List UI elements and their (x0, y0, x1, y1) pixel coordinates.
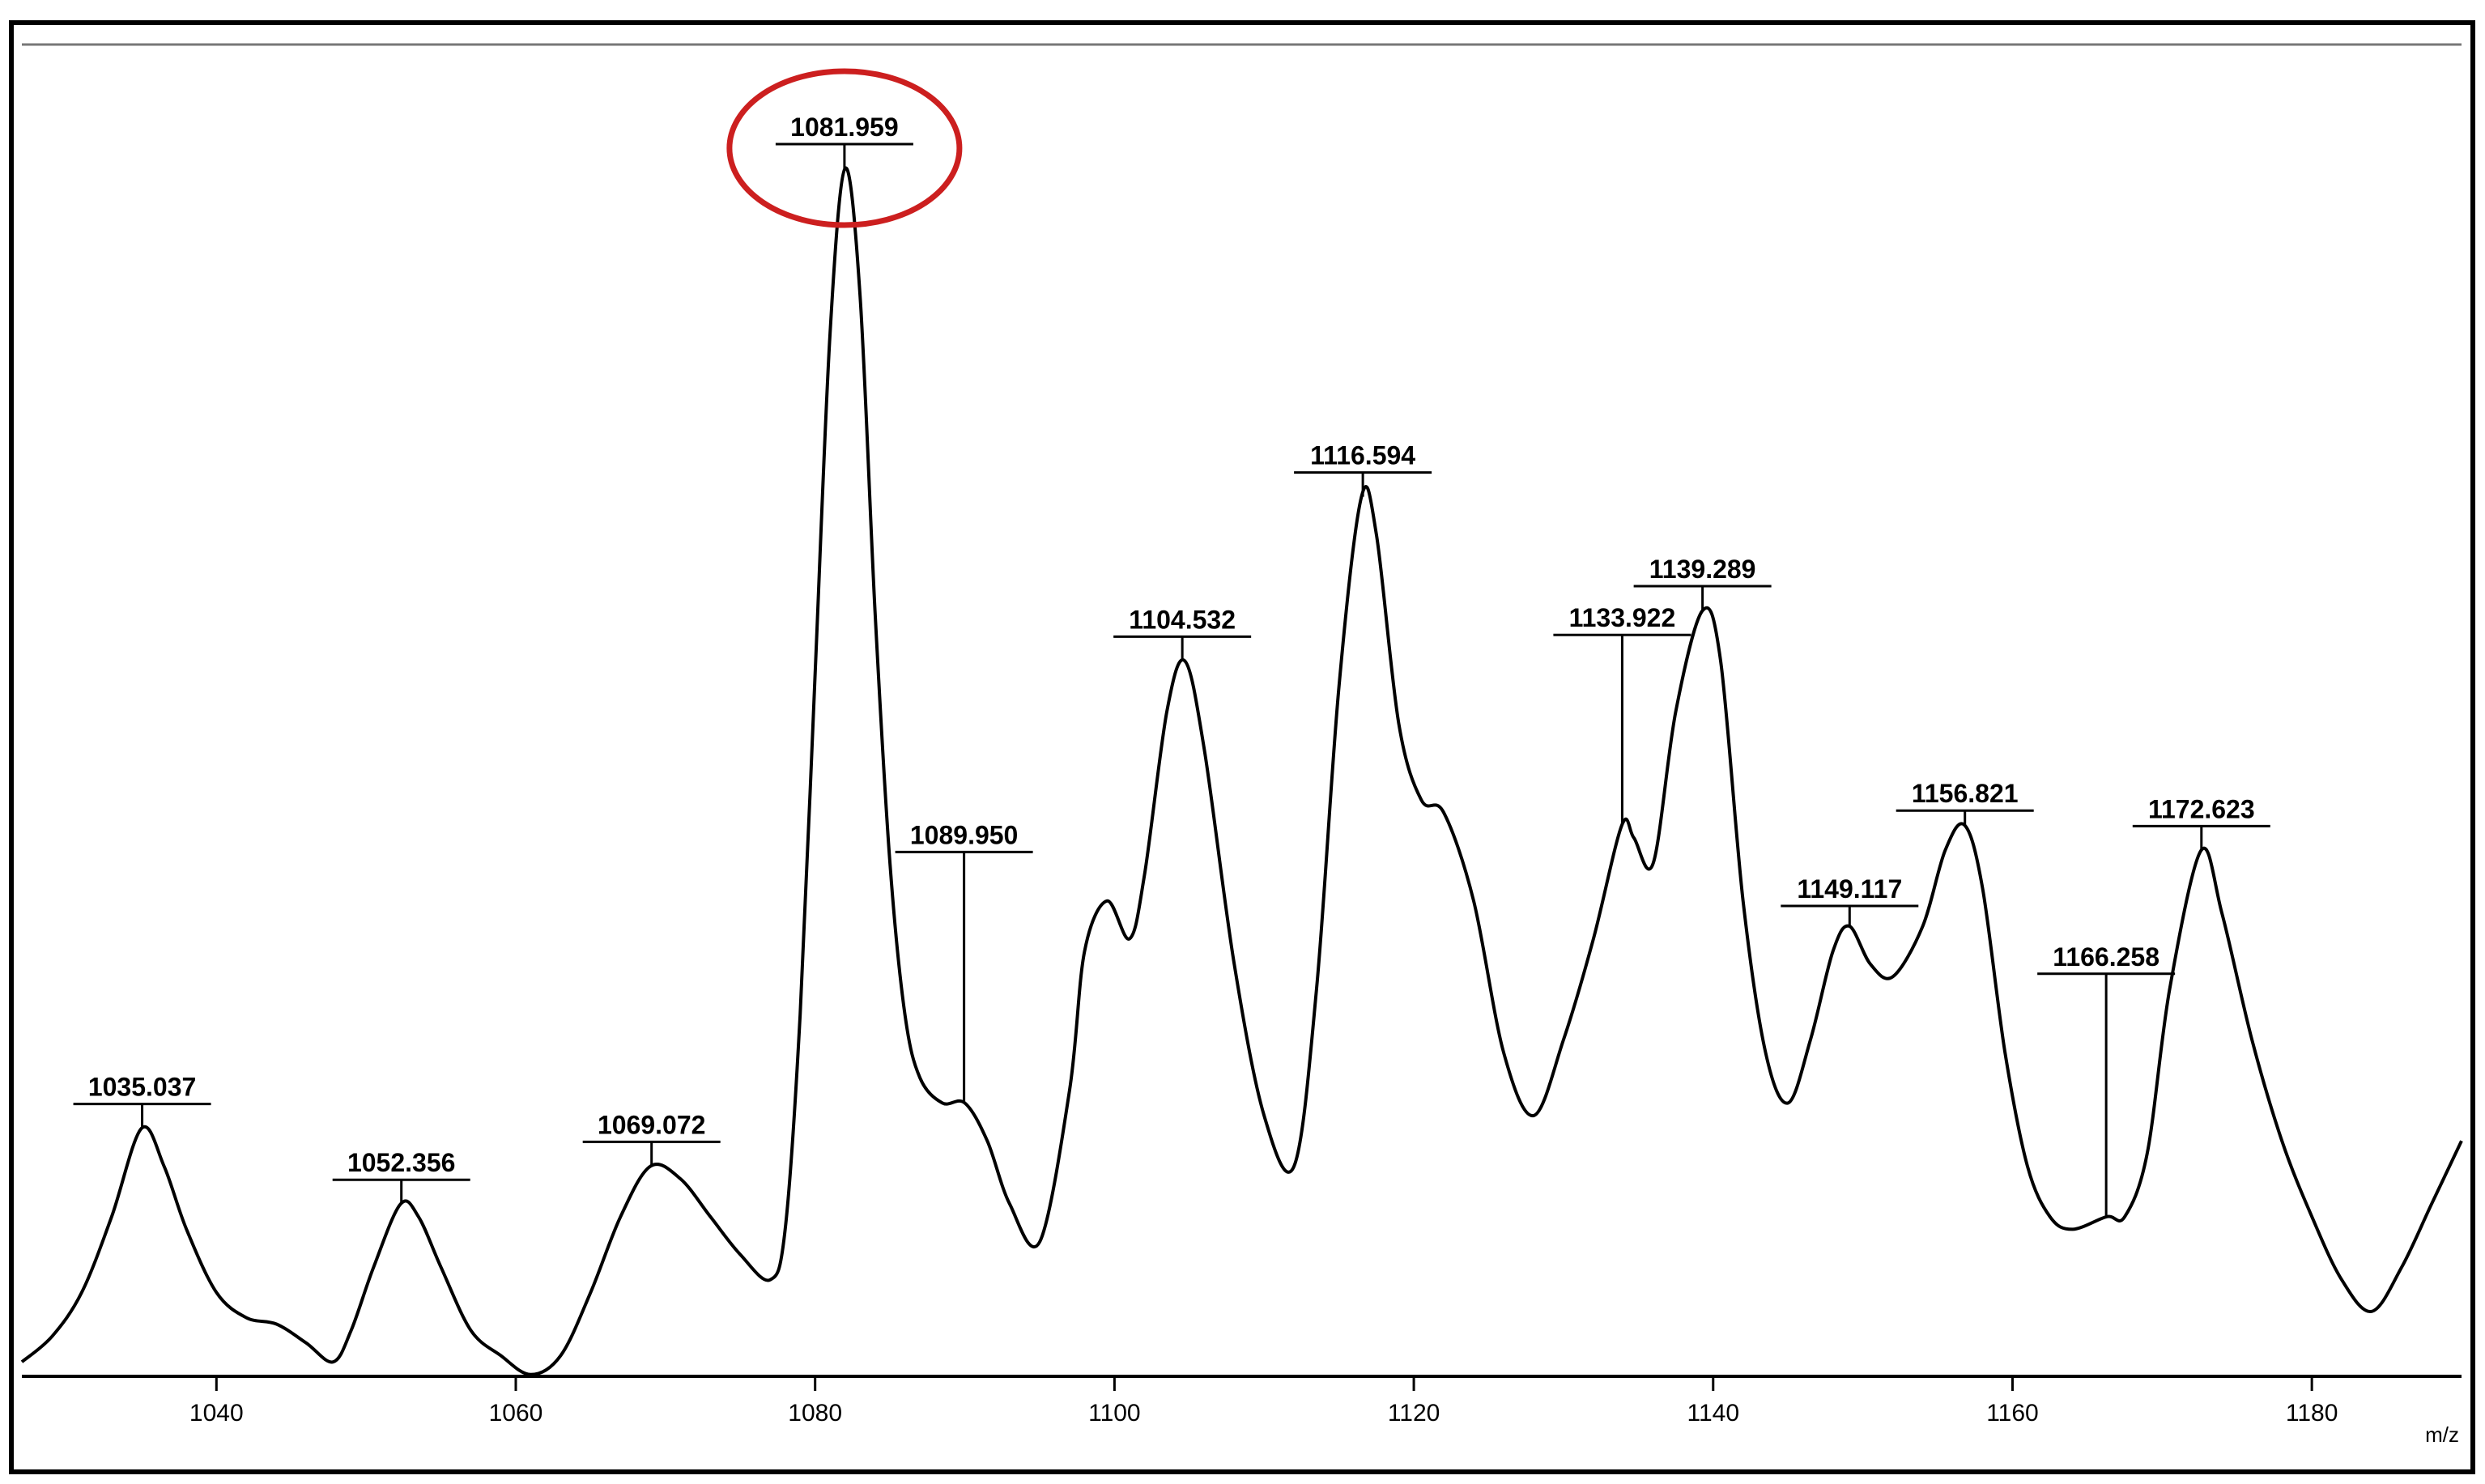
peak-label: 1116.594 (1310, 441, 1415, 470)
peak-label: 1172.623 (2148, 794, 2255, 823)
peak-label: 1069.072 (598, 1110, 705, 1139)
highlight-circle (726, 68, 963, 228)
x-tick-label: 1080 (788, 1400, 842, 1427)
peak-label: 1052.356 (347, 1148, 455, 1177)
peak-label: 1081.959 (790, 113, 898, 142)
x-tick-label: 1140 (1687, 1400, 1740, 1427)
x-axis-tick-labels: 1040 1060 1080 1100 1120 1140 1160 1180 (189, 1400, 2338, 1427)
x-tick-label: 1160 (1986, 1400, 2039, 1427)
peak-label: 1139.289 (1649, 555, 1756, 584)
x-tick-label: 1100 (1088, 1400, 1141, 1427)
x-tick-label: 1040 (189, 1400, 244, 1427)
x-axis-ticks (215, 1376, 2313, 1391)
peak-label: 1089.950 (910, 820, 1018, 849)
x-tick-label: 1120 (1388, 1400, 1440, 1427)
peak-labels: 1035.037 1052.356 1069.072 1081.959 1089.950… (88, 113, 2255, 1177)
spectrum-line (20, 166, 2463, 1376)
x-tick-label: 1180 (2286, 1400, 2338, 1427)
outer-frame (9, 20, 2475, 1474)
peak-label: 1133.922 (1569, 603, 1676, 632)
peak-label-leaders (73, 142, 2270, 1217)
peak-label: 1104.532 (1129, 605, 1236, 634)
x-axis-unit-label: m/z (2425, 1422, 2459, 1447)
x-tick-label: 1060 (489, 1400, 543, 1427)
peak-label: 1156.821 (1912, 779, 2019, 808)
peak-label: 1035.037 (88, 1073, 196, 1102)
peak-label: 1166.258 (2053, 942, 2159, 972)
peak-label: 1149.117 (1797, 874, 1902, 904)
